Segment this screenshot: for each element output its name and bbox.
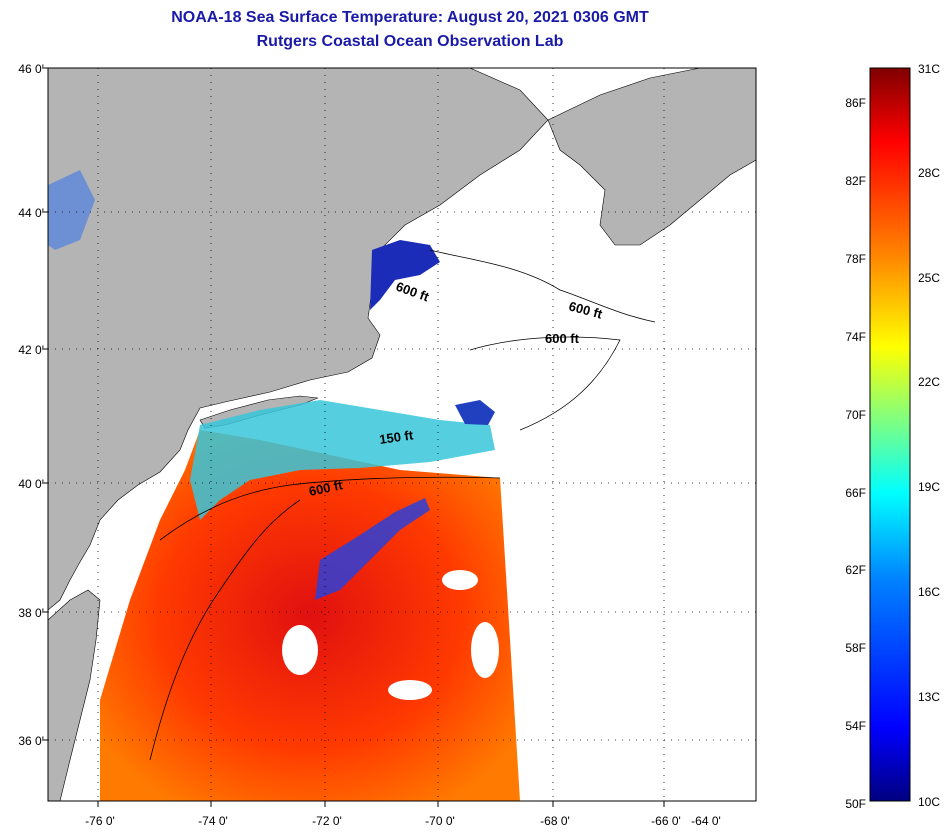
colorbar: 86F 82F 78F 74F 70F 66F 62F 58F 54F 50F …	[845, 62, 940, 811]
cloud-patch	[282, 625, 318, 675]
lon-label: -74 0'	[198, 814, 228, 828]
colorbar-f-label: 54F	[845, 719, 866, 733]
sst-cold-patch-georges	[455, 400, 495, 425]
colorbar-f-label: 58F	[845, 641, 866, 655]
contour-slope	[149, 499, 301, 761]
sst-warm-field	[100, 430, 520, 801]
lon-label: -66 0'	[651, 814, 681, 828]
colorbar-c-label: 10C	[918, 795, 940, 809]
lon-label: -76 0'	[85, 814, 115, 828]
lon-label: -70 0'	[425, 814, 455, 828]
colorbar-gradient	[869, 67, 911, 802]
land-nova-scotia	[547, 68, 756, 246]
lat-label: 44 0'	[18, 206, 44, 220]
colorbar-c-label: 25C	[918, 271, 940, 285]
colorbar-f-label: 78F	[845, 252, 866, 266]
colorbar-c-label: 31C	[918, 62, 940, 76]
depth-label: 150 ft	[378, 427, 414, 447]
colorbar-f-label: 50F	[845, 797, 866, 811]
sst-cold-patch-gulf-maine	[370, 240, 440, 310]
lat-label: 46 0'	[18, 62, 44, 76]
colorbar-f-label: 70F	[845, 408, 866, 422]
depth-label: 600 ft	[545, 331, 580, 346]
lat-label: 38 0'	[18, 606, 44, 620]
colorbar-c-label: 28C	[918, 166, 940, 180]
lon-label: -72 0'	[312, 814, 342, 828]
colorbar-f-label: 82F	[845, 174, 866, 188]
contour-600-georges	[469, 336, 621, 431]
lon-label: -64 0'	[691, 814, 721, 828]
contour-shelf	[159, 476, 501, 541]
contour-600-north	[429, 249, 656, 323]
depth-label: 600 ft	[308, 477, 345, 499]
axis-ticks	[42, 67, 665, 807]
cloud-patch	[442, 570, 478, 590]
lon-label: -68 0'	[540, 814, 570, 828]
cloud-patch	[388, 680, 432, 700]
land-mainland	[48, 68, 549, 611]
map-area: 600 ft 600 ft 600 ft 150 ft 600 ft	[48, 68, 756, 801]
colorbar-f-label: 74F	[845, 330, 866, 344]
colorbar-f-label: 86F	[845, 96, 866, 110]
colorbar-c-label: 16C	[918, 585, 940, 599]
sst-shelf-band	[190, 400, 495, 520]
sst-inland-patch	[48, 170, 95, 250]
colorbar-c-label: 13C	[918, 690, 940, 704]
sst-cold-eddy	[315, 498, 430, 600]
lat-label: 40 0'	[18, 477, 44, 491]
lat-label: 36 0'	[18, 734, 44, 748]
colorbar-c-label: 19C	[918, 480, 940, 494]
cloud-patch	[471, 622, 499, 678]
map-subtitle: Rutgers Coastal Ocean Observation Lab	[256, 33, 564, 50]
colorbar-c-label: 22C	[918, 375, 940, 389]
lat-label: 42 0'	[18, 343, 44, 357]
map-title: NOAA-18 Sea Surface Temperature: August …	[171, 9, 649, 26]
land-delmarva	[48, 589, 101, 801]
colorbar-f-label: 66F	[845, 486, 866, 500]
map-frame	[47, 67, 757, 802]
colorbar-f-label: 62F	[845, 563, 866, 577]
